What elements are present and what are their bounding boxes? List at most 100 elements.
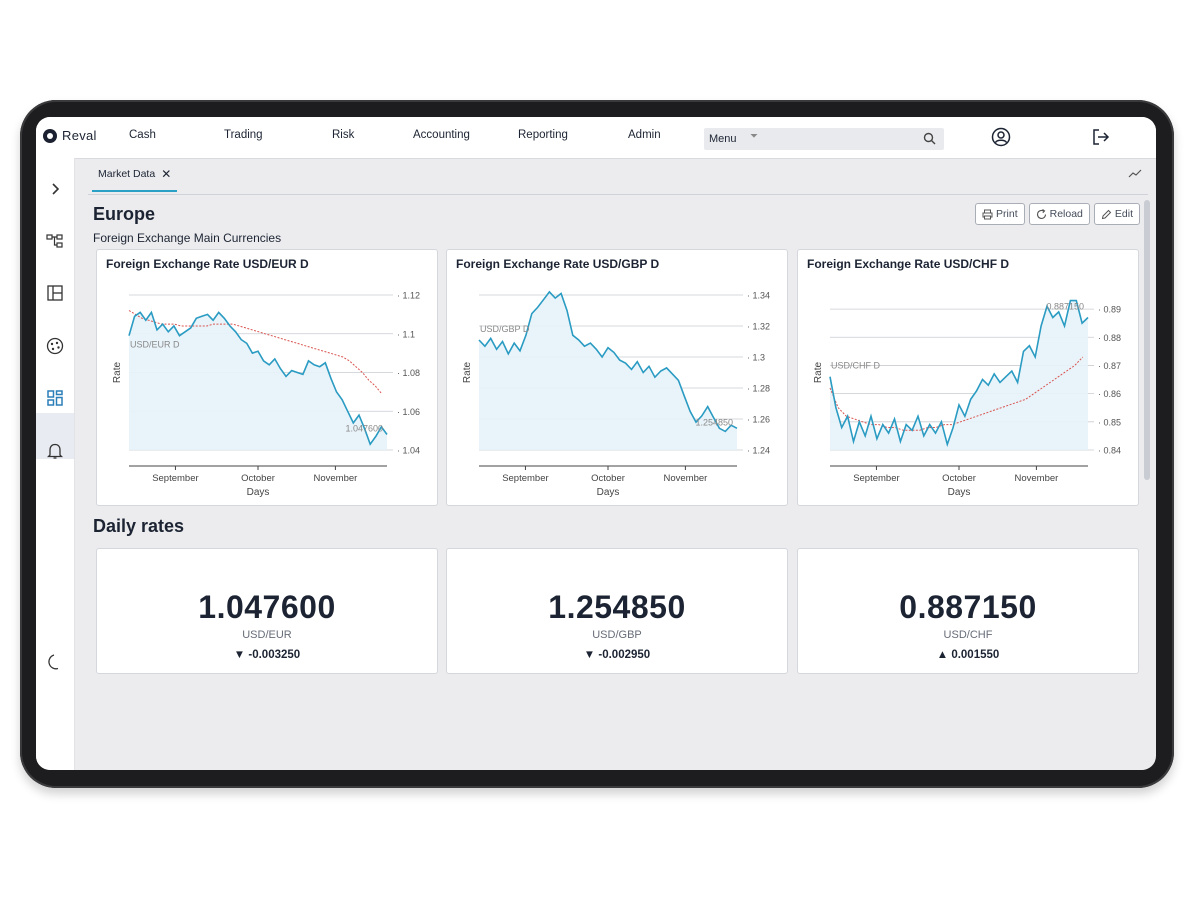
pencil-icon <box>1101 209 1112 219</box>
nav-item-risk[interactable]: Risk <box>332 129 355 141</box>
chart-card-usd-chf: Foreign Exchange Rate USD/CHF D · 0.84 · … <box>797 249 1139 506</box>
rate-card-usd-gbp: 1.254850 USD/GBP ▼ -0.002950 <box>446 548 788 674</box>
y-tick-label: · 0.84 <box>1098 446 1121 456</box>
daily-rates-title: Daily rates <box>93 516 185 536</box>
tab-label: Market Data <box>98 168 156 180</box>
tab-market-data[interactable]: Market Data ✕ <box>92 167 178 192</box>
palette-icon[interactable] <box>44 335 66 357</box>
x-tick-label: September <box>502 473 548 484</box>
y-tick-label: · 0.88 <box>1098 333 1121 343</box>
series-label: USD/GBP D <box>480 324 530 334</box>
series-label: USD/CHF D <box>831 360 880 370</box>
series-area-fill <box>830 300 1088 450</box>
rate-change-value: -0.003250 <box>248 649 301 661</box>
moving-average-line <box>128 310 383 395</box>
y-tick-label: · 0.85 <box>1098 417 1121 427</box>
nav-item-reporting[interactable]: Reporting <box>518 129 568 141</box>
x-tick-label: November <box>1014 473 1058 484</box>
x-tick-label: October <box>942 473 976 484</box>
x-axis-label: Days <box>247 487 270 498</box>
y-tick-label: · 1.28 <box>747 384 770 394</box>
chevron-down-icon[interactable]: ⏷ <box>750 131 758 142</box>
reload-icon <box>1036 208 1046 219</box>
chart-usd-chf: · 0.84 · 0.85 · 0.86 · 0.87 · 0.88 · 0.89 Sept… <box>813 299 1121 498</box>
down-triangle-icon: ▼ <box>583 649 596 661</box>
series-area-fill <box>479 291 737 450</box>
rate-card-usd-eur: 1.047600 USD/EUR ▼ -0.003250 <box>96 548 438 674</box>
y-tick-label: · 1.34 <box>747 291 770 301</box>
reval-logo-icon <box>43 128 57 143</box>
y-tick-label: · 1.04 <box>397 446 420 456</box>
menu-search-box[interactable]: Menu ⏷ <box>704 128 944 150</box>
y-tick-label: · 1.26 <box>747 415 770 425</box>
last-value-label: 0.887150 <box>1046 302 1084 312</box>
chart-title: Foreign Exchange Rate USD/EUR D <box>106 257 309 271</box>
chart-title: Foreign Exchange Rate USD/CHF D <box>807 257 1010 271</box>
hierarchy-icon[interactable] <box>44 230 66 252</box>
y-axis-label: Rate <box>462 362 473 384</box>
nav-item-trading[interactable]: Trading <box>224 129 263 141</box>
print-label: Print <box>996 208 1018 220</box>
printer-icon <box>982 209 993 219</box>
bell-icon[interactable] <box>44 440 66 462</box>
user-profile-icon[interactable] <box>990 126 1012 148</box>
series-line <box>478 290 738 433</box>
nav-item-admin[interactable]: Admin <box>628 129 661 141</box>
chart-usd-gbp: · 1.24 · 1.26 · 1.28 · 1.3 · 1.32 · 1.34 Septe… <box>462 290 770 499</box>
chart-card-usd-eur: Foreign Exchange Rate USD/EUR D · 1.04 · … <box>96 249 438 506</box>
page-subtitle: Foreign Exchange Main Currencies <box>93 231 282 245</box>
dashboard-icon[interactable] <box>44 387 66 409</box>
rate-value: 1.254850 <box>548 589 686 625</box>
chart-title: Foreign Exchange Rate USD/GBP D <box>456 257 660 271</box>
trend-line-icon[interactable] <box>1128 168 1142 178</box>
up-triangle-icon: ▲ <box>936 649 949 661</box>
nav-item-accounting[interactable]: Accounting <box>413 129 470 141</box>
rate-change: ▼ -0.002950 <box>447 649 787 661</box>
down-triangle-icon: ▼ <box>233 649 246 661</box>
app-logo[interactable]: Reval <box>43 128 97 143</box>
last-value-label: 1.047600 <box>345 424 383 434</box>
y-tick-label: · 0.89 <box>1098 305 1121 315</box>
rate-value: 1.047600 <box>198 589 336 625</box>
search-icon[interactable] <box>923 132 936 145</box>
y-tick-label: · 1.1 <box>397 329 415 339</box>
top-navigation-bar: Reval Cash Trading Risk Accounting Repor… <box>36 117 1156 159</box>
x-axis-label: Days <box>597 487 620 498</box>
y-axis-label: Rate <box>112 362 123 384</box>
expand-chevron-icon[interactable] <box>44 178 66 200</box>
sidebar-active-highlight <box>36 413 74 459</box>
reload-button[interactable]: Reload <box>1028 203 1090 225</box>
chart-card-usd-gbp: Foreign Exchange Rate USD/GBP D · 1.24 · … <box>446 249 788 506</box>
app-name: Reval <box>62 128 97 143</box>
edit-label: Edit <box>1114 208 1133 220</box>
scrollbar[interactable] <box>1144 200 1150 480</box>
action-buttons: Print Reload Edit <box>975 203 1140 225</box>
y-tick-label: · 1.3 <box>747 353 765 363</box>
rate-change-value: -0.002950 <box>598 649 651 661</box>
app-screen: Reval Cash Trading Risk Accounting Repor… <box>36 117 1156 770</box>
layout-panel-icon[interactable] <box>44 282 66 304</box>
series-line <box>128 310 388 446</box>
series-area-fill <box>129 312 387 450</box>
x-tick-label: November <box>313 473 357 484</box>
series-line <box>829 299 1089 448</box>
x-tick-label: September <box>152 473 198 484</box>
logout-icon[interactable] <box>1090 126 1112 148</box>
dark-mode-moon-icon[interactable] <box>44 651 66 673</box>
print-button[interactable]: Print <box>975 203 1025 225</box>
y-axis-label: Rate <box>813 362 824 384</box>
x-tick-label: November <box>663 473 707 484</box>
edit-button[interactable]: Edit <box>1093 203 1140 225</box>
y-tick-label: · 0.87 <box>1098 361 1121 371</box>
y-tick-label: · 1.32 <box>747 322 770 332</box>
rate-card-usd-chf: 0.887150 USD/CHF ▲ 0.001550 <box>797 548 1139 674</box>
chart-usd-eur: · 1.04 · 1.06 · 1.08 · 1.1 · 1.12 September Oc… <box>112 291 420 499</box>
rate-pair: USD/EUR <box>242 629 292 641</box>
x-tick-label: October <box>591 473 625 484</box>
y-tick-label: · 1.12 <box>397 291 420 301</box>
nav-item-cash[interactable]: Cash <box>129 129 156 141</box>
rate-pair: USD/GBP <box>592 629 642 641</box>
close-icon[interactable]: ✕ <box>161 167 172 181</box>
rate-change-value: 0.001550 <box>951 649 1000 661</box>
left-sidebar <box>36 158 75 770</box>
